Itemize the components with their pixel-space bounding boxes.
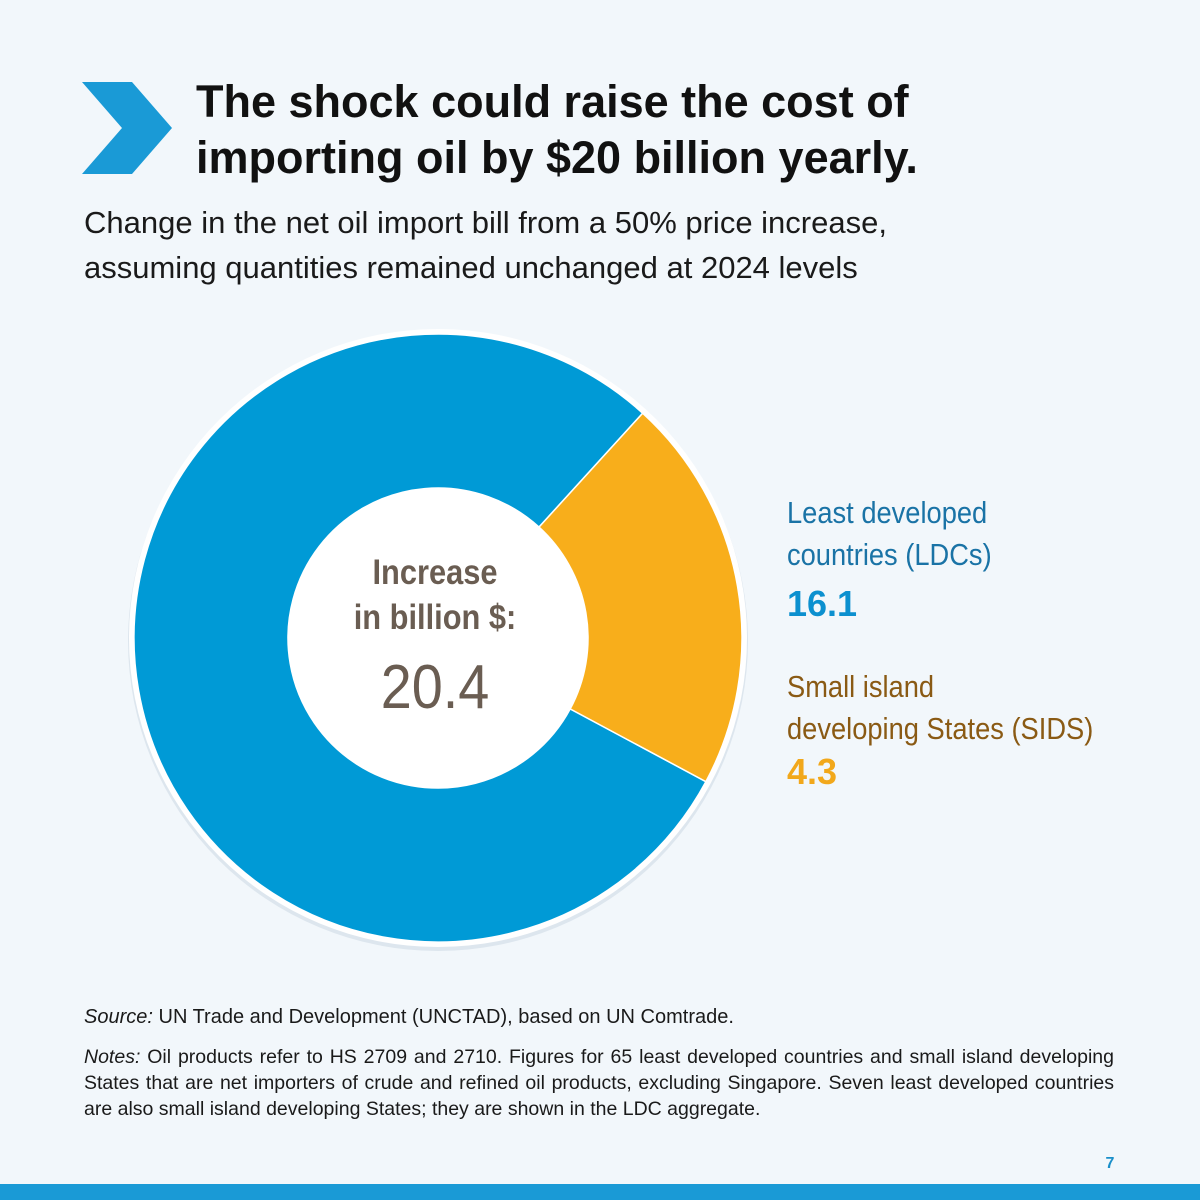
page-title: The shock could raise the cost of import… [196,76,918,183]
chevron-right-icon [82,82,172,174]
donut-svg [128,329,748,951]
donut-center-value: 20.4 [380,653,490,722]
legend-label-ldc: Least developed countries (LDCs) [787,495,992,572]
bottom-accent-bar [0,1184,1200,1200]
source-text: UN Trade and Development (UNCTAD), based… [152,1006,734,1028]
legend-value-sids: 4.3 [787,751,838,792]
donut-chart [118,318,758,958]
legend-value-ldc: 16.1 [787,583,858,624]
notes-text: Oil products refer to HS 2709 and 2710. … [84,1046,1114,1120]
donut-center-label: Increase in billion $: [353,553,517,637]
donut-slice-sids [537,412,743,783]
legend-label-sids: Small island developing States (SIDS) [787,669,1094,746]
source-prefix: Source: [84,1006,153,1028]
page-number: 7 [1105,1155,1115,1172]
donut-hole [288,488,588,788]
notes-prefix: Notes: [84,1046,141,1068]
chart-subtitle: Change in the net oil import bill from a… [84,205,887,285]
source-note: Source: UN Trade and Development (UNCTAD… [84,1004,1124,1031]
notes-text-block: Notes: Oil products refer to HS 2709 and… [84,1044,1114,1122]
